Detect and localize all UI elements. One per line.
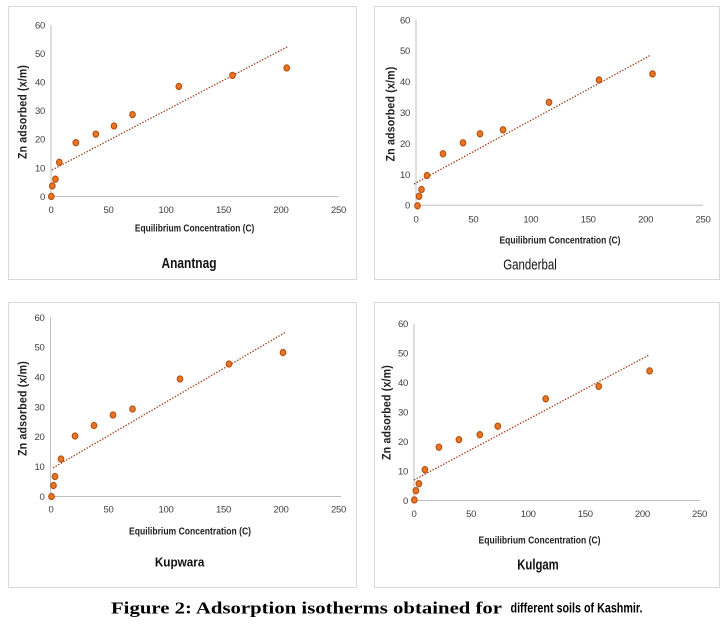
- svg-text:60: 60: [400, 15, 410, 26]
- svg-text:50: 50: [35, 49, 45, 60]
- svg-text:Figure 2: Adsorption isotherm: Figure 2: Adsorption isotherms obtained …: [111, 599, 503, 618]
- svg-text:50: 50: [104, 205, 114, 216]
- svg-text:Kulgam: Kulgam: [517, 558, 559, 574]
- svg-text:100: 100: [521, 509, 536, 520]
- svg-text:Equilibrium Concentration (C): Equilibrium Concentration (C): [135, 223, 255, 235]
- svg-text:50: 50: [400, 46, 410, 57]
- svg-text:20: 20: [35, 135, 45, 146]
- svg-text:60: 60: [35, 313, 45, 324]
- svg-text:100: 100: [523, 215, 538, 226]
- svg-text:200: 200: [635, 509, 650, 520]
- svg-text:40: 40: [35, 373, 45, 384]
- svg-text:30: 30: [400, 108, 410, 119]
- svg-text:Equilibrium Concentration (C): Equilibrium Concentration (C): [500, 235, 621, 247]
- svg-text:0: 0: [405, 201, 410, 212]
- svg-text:10: 10: [398, 466, 408, 477]
- svg-text:50: 50: [398, 348, 408, 359]
- svg-text:30: 30: [35, 402, 45, 413]
- svg-text:50: 50: [104, 505, 114, 516]
- svg-text:10: 10: [35, 462, 45, 473]
- svg-text:20: 20: [400, 139, 410, 150]
- svg-text:Zn adsorbed (x/m): Zn adsorbed (x/m): [18, 361, 30, 456]
- svg-text:50: 50: [466, 509, 476, 520]
- svg-text:20: 20: [398, 437, 408, 448]
- svg-text:0: 0: [414, 215, 419, 226]
- svg-text:60: 60: [35, 20, 45, 31]
- svg-text:0: 0: [49, 505, 54, 516]
- svg-text:0: 0: [49, 205, 54, 216]
- svg-text:10: 10: [400, 170, 410, 181]
- svg-text:150: 150: [578, 509, 593, 520]
- svg-text:30: 30: [398, 407, 408, 418]
- svg-text:0: 0: [412, 509, 417, 520]
- svg-text:200: 200: [274, 505, 289, 516]
- svg-text:0: 0: [403, 496, 408, 507]
- svg-text:Ganderbal: Ganderbal: [503, 257, 557, 274]
- svg-text:150: 150: [581, 215, 596, 226]
- svg-text:0: 0: [40, 192, 45, 203]
- svg-text:20: 20: [35, 432, 45, 443]
- svg-text:60: 60: [398, 319, 408, 330]
- svg-text:0: 0: [40, 492, 45, 503]
- svg-text:250: 250: [331, 505, 346, 516]
- svg-text:Zn adsorbed (x/m): Zn adsorbed (x/m): [386, 67, 398, 162]
- svg-text:Zn adsorbed (x/m): Zn adsorbed (x/m): [18, 65, 30, 159]
- svg-text:150: 150: [216, 205, 231, 216]
- svg-text:Equilibrium Concentration (C): Equilibrium Concentration (C): [129, 526, 251, 538]
- svg-text:250: 250: [692, 509, 707, 520]
- svg-text:250: 250: [331, 205, 346, 216]
- svg-text:Kupwara: Kupwara: [155, 555, 205, 570]
- svg-text:50: 50: [468, 215, 478, 226]
- svg-text:10: 10: [35, 163, 45, 174]
- svg-text:Equilibrium Concentration (C): Equilibrium Concentration (C): [479, 535, 601, 547]
- svg-text:40: 40: [400, 77, 410, 88]
- svg-text:30: 30: [35, 106, 45, 117]
- svg-text:Anantnag: Anantnag: [162, 255, 217, 272]
- svg-text:Zn adsorbed (x/m): Zn adsorbed (x/m): [382, 365, 394, 460]
- svg-text:100: 100: [159, 505, 174, 516]
- svg-text:40: 40: [35, 78, 45, 89]
- svg-text:40: 40: [398, 378, 408, 389]
- svg-text:100: 100: [159, 205, 174, 216]
- svg-text:200: 200: [638, 215, 653, 226]
- svg-text:250: 250: [696, 215, 711, 226]
- svg-text:50: 50: [35, 343, 45, 354]
- svg-text:different soils of Kashmir.: different soils of Kashmir.: [511, 600, 643, 615]
- svg-text:150: 150: [216, 505, 231, 516]
- svg-text:200: 200: [274, 205, 289, 216]
